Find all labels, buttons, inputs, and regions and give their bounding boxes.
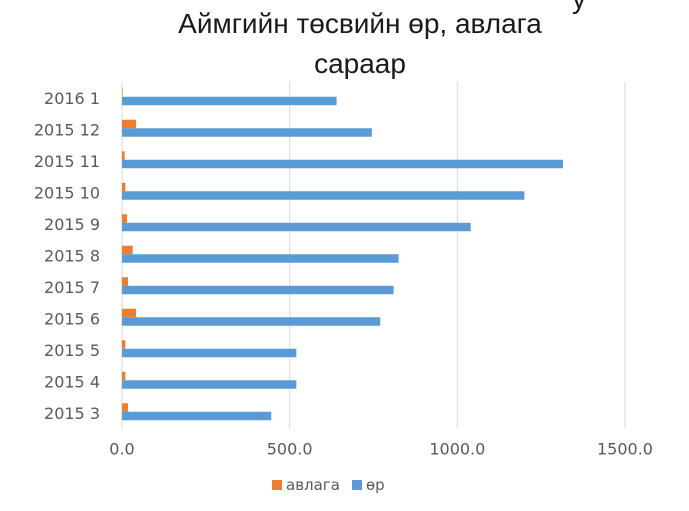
- category-labels: 2016 1 2015 12 2015 11 2015 10 2015 9 2015 8 2…: [34, 89, 100, 423]
- category-label: 2015 3: [44, 404, 100, 423]
- bar-avlaga: [122, 151, 125, 160]
- bar-avlaga: [122, 277, 129, 286]
- bar-avlaga: [122, 88, 123, 97]
- category-label: 2015 5: [44, 341, 100, 360]
- x-tick-label: 1500.0: [597, 440, 653, 459]
- bar-or: [122, 159, 563, 169]
- bar-avlaga: [122, 245, 133, 255]
- chart-title-line-1: Аймгийн төсвийн өр, авлага: [178, 8, 542, 39]
- chart-title-line-2: сараар: [314, 48, 406, 79]
- bar-or: [122, 380, 297, 389]
- bar-avlaga: [122, 119, 137, 129]
- bar-or: [122, 96, 337, 106]
- x-tick-labels: 0.0 500.0 1000.0 1500.0: [109, 440, 653, 459]
- category-label: 2015 4: [44, 372, 100, 391]
- category-label: 2015 10: [34, 183, 100, 202]
- legend-swatch: [352, 480, 362, 490]
- category-label: 2016 1: [44, 89, 100, 108]
- category-label: 2015 12: [34, 120, 100, 139]
- category-label: 2015 9: [44, 215, 100, 234]
- bar-or: [122, 317, 381, 326]
- bar-or: [122, 254, 399, 263]
- legend: авлага өр: [272, 476, 385, 494]
- legend-label: өр: [366, 476, 385, 494]
- bars-group: [122, 88, 563, 421]
- x-tick-label: 500.0: [267, 440, 313, 459]
- x-tick-label: 0.0: [109, 440, 134, 459]
- bar-or: [122, 222, 471, 232]
- bar-or: [122, 191, 525, 200]
- bar-or: [122, 128, 372, 137]
- bar-or: [122, 348, 297, 358]
- category-label: 2015 8: [44, 246, 100, 265]
- legend-swatch: [272, 480, 282, 490]
- bar-avlaga: [122, 182, 126, 192]
- chart-title-partial: у: [572, 0, 586, 14]
- bar-or: [122, 285, 394, 295]
- bar-avlaga: [122, 214, 128, 223]
- category-label: 2015 11: [34, 152, 100, 171]
- bar-avlaga: [122, 403, 129, 412]
- category-label: 2015 7: [44, 278, 100, 297]
- bar-avlaga: [122, 371, 126, 381]
- bar-or: [122, 411, 272, 421]
- x-tick-label: 1000.0: [429, 440, 485, 459]
- legend-label: авлага: [286, 476, 340, 494]
- bar-avlaga: [122, 340, 126, 349]
- category-label: 2015 6: [44, 309, 100, 328]
- bar-avlaga: [122, 308, 137, 318]
